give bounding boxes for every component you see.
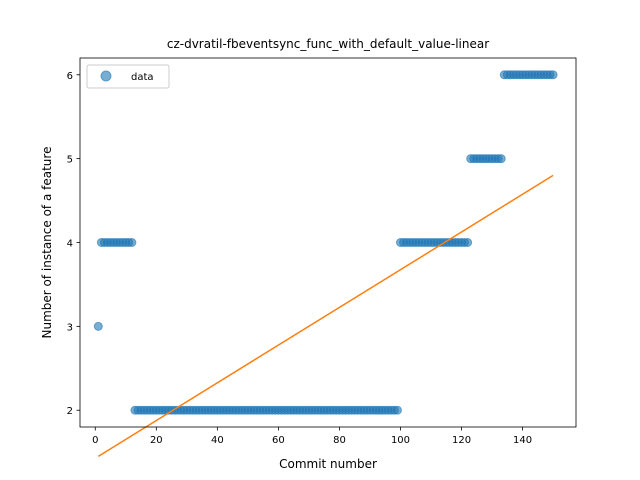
y-tick-label-2: 2 [67, 406, 73, 417]
x-axis: 0 20 40 60 80 100 120 140 [92, 427, 532, 446]
legend: data [86, 64, 170, 89]
legend-box [86, 64, 170, 89]
y-axis-label: Number of instance of a feature [40, 147, 54, 339]
data-point [93, 321, 103, 331]
x-tick-label-140: 140 [513, 435, 532, 446]
data-point [548, 70, 558, 80]
legend-label-data: data [131, 72, 154, 83]
data-point [392, 405, 402, 415]
y-tick-label-5: 5 [67, 155, 73, 166]
data-point [496, 154, 506, 164]
x-tick-label-100: 100 [391, 435, 410, 446]
x-tick-label-60: 60 [272, 435, 285, 446]
x-tick-label-120: 120 [452, 435, 471, 446]
y-axis: 2 3 4 5 6 [67, 71, 80, 417]
y-tick-label-6: 6 [67, 71, 73, 82]
linear-fit-line [97, 174, 554, 457]
x-axis-label: Commit number [279, 457, 377, 471]
data-point [127, 238, 137, 247]
plot-area [93, 70, 558, 457]
x-tick-label-20: 20 [150, 435, 163, 446]
chart-title: cz-dvratil-fbeventsync_func_with_default… [167, 37, 489, 51]
x-tick-label-80: 80 [333, 435, 346, 446]
y-tick-label-3: 3 [67, 322, 73, 333]
legend-marker-data [100, 70, 112, 82]
x-tick-label-0: 0 [92, 435, 98, 446]
data-point [463, 238, 473, 247]
y-tick-label-4: 4 [67, 239, 73, 250]
x-tick-label-40: 40 [211, 435, 224, 446]
